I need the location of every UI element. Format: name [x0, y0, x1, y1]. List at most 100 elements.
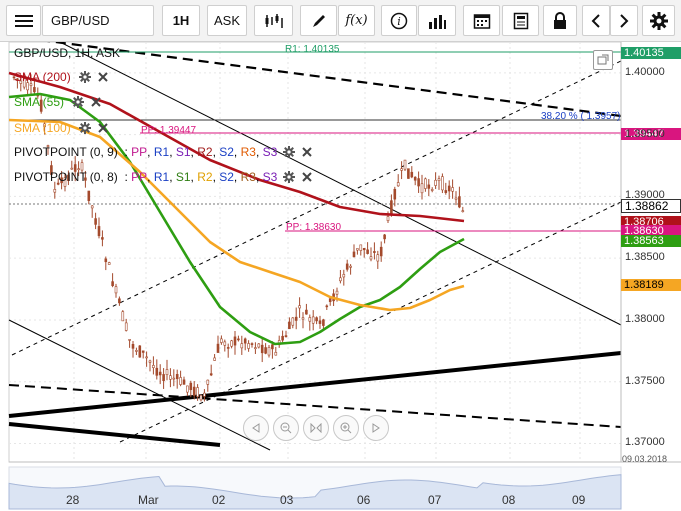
- zoom-in-button[interactable]: [333, 415, 359, 441]
- candle-body: [186, 385, 189, 393]
- document-button[interactable]: [502, 5, 539, 36]
- legend-pivot-1[interactable]: PIVOTPOINT (0, 8) : PP, R1, S1, R2, S2, …: [14, 168, 313, 186]
- lock-button[interactable]: [543, 5, 577, 36]
- price-chart[interactable]: [0, 42, 681, 511]
- fit-button[interactable]: [303, 415, 329, 441]
- channel-dashed-upper: [11, 60, 622, 356]
- bar-chart-button[interactable]: [418, 5, 456, 36]
- candle-body: [417, 178, 420, 187]
- timeframe-button[interactable]: 1H: [162, 5, 200, 36]
- svg-text:i: i: [397, 15, 401, 28]
- close-icon[interactable]: [301, 171, 313, 183]
- close-icon[interactable]: [97, 122, 109, 134]
- navigator[interactable]: [8, 466, 622, 510]
- pp1-annotation: PP: 1.39447: [141, 125, 197, 136]
- calendar-button[interactable]: [463, 5, 500, 36]
- candle-body: [172, 377, 176, 380]
- separator: :: [117, 170, 132, 184]
- candle-body: [376, 254, 380, 262]
- support-line-thick: [8, 351, 622, 418]
- candle-body: [53, 189, 57, 193]
- candle-body: [73, 164, 77, 172]
- fullscreen-button[interactable]: [593, 50, 613, 70]
- candle-body: [124, 322, 128, 331]
- candle-body: [19, 80, 23, 84]
- toolbar: GBP/USD 1H ASK f(x) i: [0, 0, 681, 42]
- gear-icon[interactable]: [283, 146, 296, 158]
- candle-body: [257, 343, 261, 348]
- gear-icon[interactable]: [78, 122, 91, 134]
- candle-body: [16, 78, 19, 81]
- document-icon: [513, 12, 528, 29]
- candle-body: [77, 168, 80, 171]
- candle-body: [247, 343, 250, 349]
- candle-body: [206, 379, 210, 385]
- close-icon[interactable]: [90, 96, 102, 108]
- x-axis-tick: 03: [280, 493, 294, 507]
- price-label: 1.40135: [621, 47, 681, 59]
- candle-body: [60, 177, 63, 184]
- legend-pivot-0[interactable]: PIVOTPOINT (0, 9) : PP, R1, S1, R2, S2, …: [14, 143, 313, 161]
- indicators-button[interactable]: f(x): [338, 5, 375, 36]
- lock-icon: [554, 11, 566, 29]
- menu-button[interactable]: [6, 5, 41, 36]
- candle-body: [345, 263, 349, 270]
- legend-sma-0[interactable]: SMA (200): [0, 68, 109, 86]
- separator: :: [117, 145, 132, 159]
- candle-body: [335, 290, 339, 295]
- gear-icon[interactable]: [283, 171, 296, 183]
- x-axis-tick: 28: [66, 493, 80, 507]
- scroll-left-button[interactable]: [582, 5, 610, 36]
- price-label: 1.39447: [621, 128, 681, 140]
- gear-icon[interactable]: [78, 71, 91, 83]
- legend-sma-1[interactable]: SMA (55): [0, 93, 102, 111]
- price-type-button[interactable]: ASK: [207, 5, 247, 36]
- pivot-level-label: R3: [240, 145, 256, 159]
- info-button[interactable]: i: [381, 5, 417, 36]
- candle-body: [284, 335, 288, 337]
- candle-body: [70, 167, 74, 170]
- candle-body: [216, 343, 220, 353]
- symbol-label: GBP/USD: [51, 13, 110, 28]
- pan-left-button[interactable]: [243, 415, 269, 441]
- candle-body: [67, 174, 70, 181]
- sma-100-line: [8, 118, 465, 312]
- candle-body: [111, 281, 114, 287]
- candle-body: [192, 386, 196, 396]
- candle-body: [29, 83, 33, 86]
- candle-body: [135, 350, 138, 352]
- candle-body: [128, 339, 131, 341]
- candle-body: [434, 179, 437, 186]
- pan-right-button[interactable]: [363, 415, 389, 441]
- candle-body: [291, 317, 295, 326]
- settings-button[interactable]: [642, 5, 675, 36]
- candle-body: [169, 375, 172, 380]
- candle-body: [196, 387, 199, 397]
- candle-body: [118, 298, 121, 304]
- scroll-right-button[interactable]: [610, 5, 638, 36]
- candle-body: [138, 345, 142, 358]
- close-icon[interactable]: [97, 71, 109, 83]
- candle-body: [352, 251, 356, 258]
- candle-body: [342, 274, 346, 278]
- symbol-selector[interactable]: GBP/USD: [42, 5, 154, 36]
- close-icon[interactable]: [301, 146, 313, 158]
- expand-icon: [597, 54, 609, 65]
- candle-body: [407, 168, 410, 179]
- legend-label: SMA (55): [14, 95, 65, 109]
- candle-body: [22, 78, 26, 88]
- candles-icon: [265, 13, 283, 28]
- candle-body: [223, 341, 227, 346]
- candle-body: [114, 286, 118, 294]
- candle-body: [339, 277, 342, 282]
- legend-sma-2[interactable]: SMA (100): [0, 119, 109, 137]
- candle-body: [298, 305, 301, 309]
- chart-area[interactable]: GBP/USD, 1H, ASK SMA (200) SMA (55) SMA (1…: [0, 42, 681, 511]
- gear-icon[interactable]: [72, 96, 85, 108]
- candle-body: [315, 317, 318, 322]
- pivot-level-label: S3: [262, 145, 278, 159]
- draw-tool-button[interactable]: [300, 5, 337, 36]
- zoom-out-button[interactable]: [273, 415, 299, 441]
- chart-type-button[interactable]: [254, 5, 293, 36]
- candle-body: [362, 248, 366, 251]
